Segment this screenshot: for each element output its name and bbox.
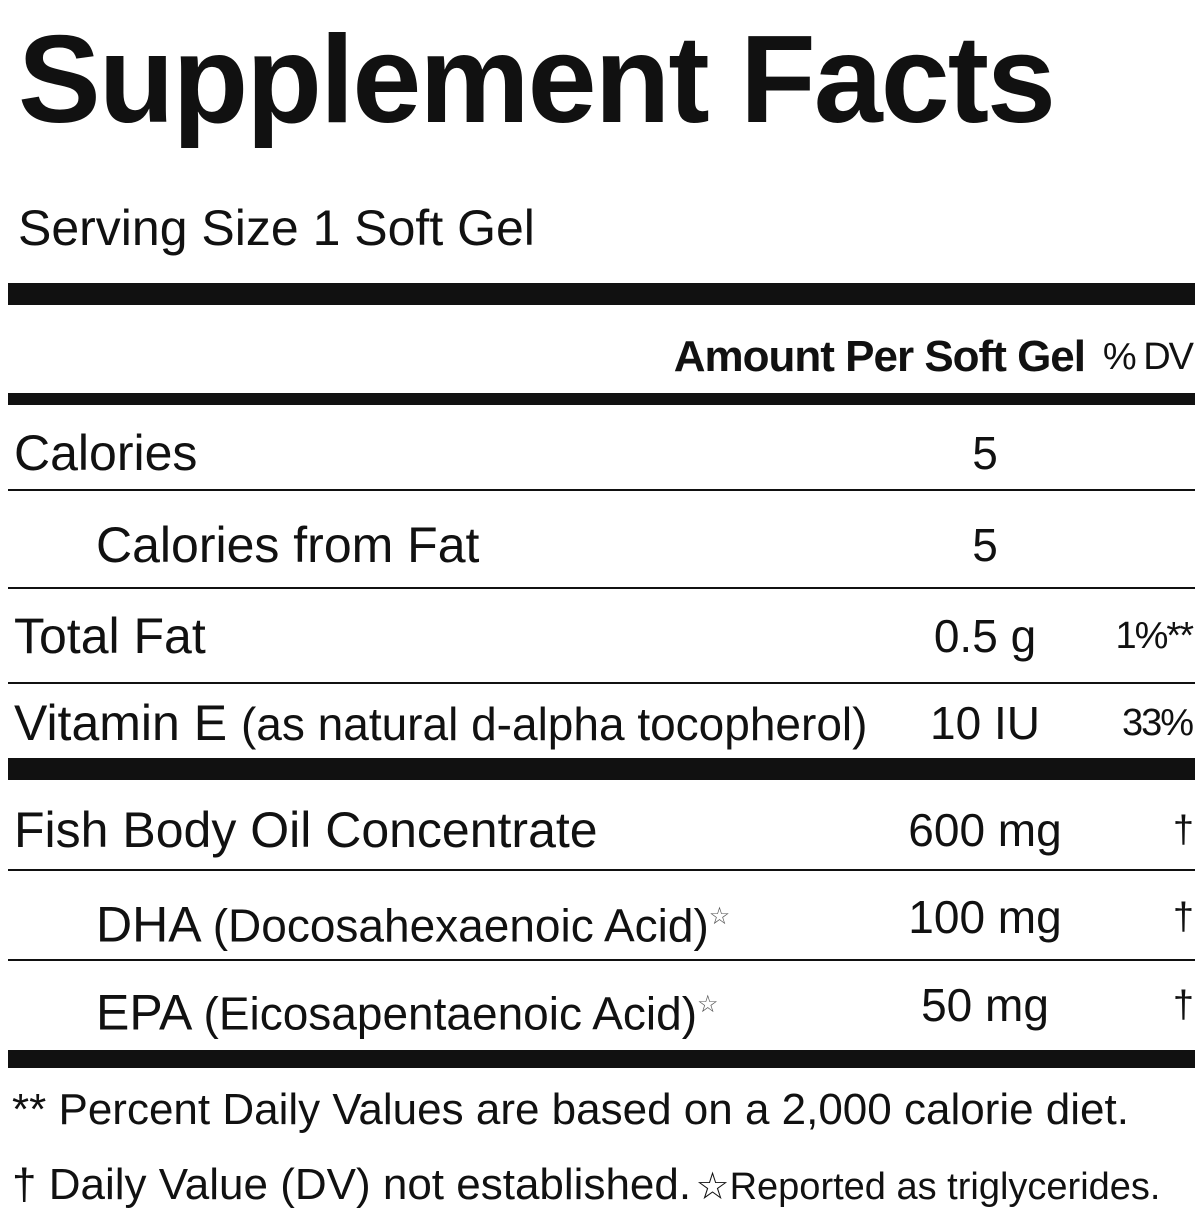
nutrient-detail: (as natural d-alpha tocopherol) (240, 698, 868, 750)
footnote: ** Percent Daily Values are based on a 2… (12, 1085, 1129, 1134)
serving-size: Serving Size 1 Soft Gel (18, 200, 535, 256)
daily-value: 1%** (1115, 615, 1194, 657)
thick-rule (8, 283, 1195, 305)
amount: 10 IU (930, 697, 1040, 749)
nutrient-name: DHA (96, 896, 199, 953)
row-label: Calories from Fat (96, 515, 479, 575)
row-label: Fish Body Oil Concentrate (14, 800, 598, 860)
nutrient-detail: (Docosahexaenoic Acid) (212, 899, 709, 952)
footnote: ☆Reported as triglycerides. (695, 1166, 1161, 1208)
row-label: Vitamin E (as natural d-alpha tocopherol… (14, 693, 867, 754)
star-mark: ☆ (708, 903, 731, 930)
nutrient-name: Vitamin E (14, 695, 228, 751)
daily-value: 33% (1121, 702, 1194, 744)
thick-rule (8, 758, 1195, 780)
row-label: Total Fat (14, 606, 206, 666)
footnote-line: † Daily Value (DV) not established. ☆Rep… (12, 1157, 1160, 1223)
dv-header: % DV (1102, 336, 1194, 378)
amount-header: Amount Per Soft Gel (673, 332, 1086, 381)
star-mark: ☆ (697, 991, 719, 1018)
amount: 100 mg (908, 891, 1062, 943)
thin-rule (8, 682, 1195, 684)
nutrient-name: Fish Body Oil Concentrate (14, 802, 598, 858)
nutrient-name: Total Fat (14, 608, 206, 664)
thick-rule (8, 1050, 1195, 1068)
daily-value: † (1172, 809, 1194, 851)
amount: 50 mg (921, 979, 1049, 1031)
nutrient-detail: (Eicosapentaenoic Acid) (203, 987, 698, 1040)
daily-value: † (1172, 984, 1194, 1026)
nutrient-name: EPA (96, 984, 190, 1041)
title: Supplement Facts (18, 11, 1056, 149)
thin-rule (8, 489, 1195, 491)
amount: 600 mg (908, 804, 1062, 856)
row-label: DHA (Docosahexaenoic Acid)☆ (96, 887, 730, 956)
daily-value: † (1172, 896, 1194, 938)
nutrient-name: Calories (14, 425, 198, 481)
amount: 5 (972, 427, 998, 479)
row-label: EPA (Eicosapentaenoic Acid)☆ (96, 975, 719, 1044)
thin-rule (8, 587, 1195, 589)
thin-rule (8, 959, 1195, 961)
amount: 0.5 g (933, 610, 1037, 662)
thin-rule (8, 869, 1195, 871)
footnote: † Daily Value (DV) not established. (12, 1160, 692, 1209)
thick-rule (8, 393, 1195, 405)
nutrient-name: Calories from Fat (96, 517, 480, 573)
amount: 5 (972, 519, 998, 571)
row-label: Calories (14, 423, 197, 483)
